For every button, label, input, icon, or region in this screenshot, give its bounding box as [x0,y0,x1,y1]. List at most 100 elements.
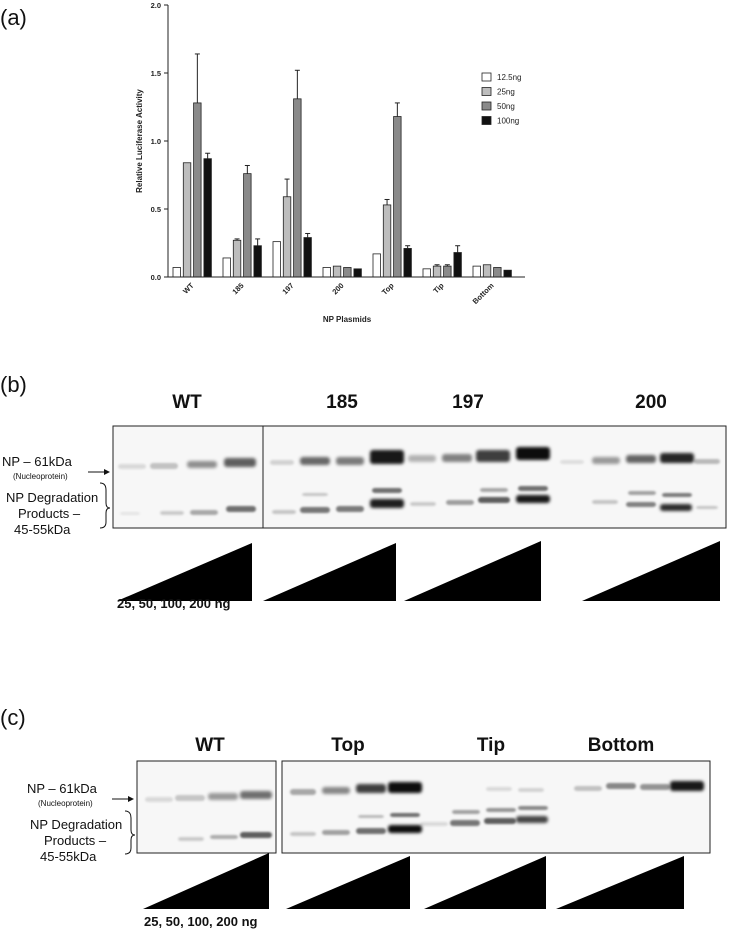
bar-bottom-50ng [493,267,502,278]
legend-swatch-100ng [481,116,492,125]
blot-c-header-top: Top [331,735,364,756]
blot-b-deg-label-2: Products – [18,506,81,521]
bar-185-12.5ng [222,257,231,278]
band [450,820,480,826]
dose-wedge [404,541,541,601]
bar-197-50ng [293,98,302,278]
band [390,813,420,817]
bar-200-25ng [332,265,342,278]
bar-bottom-12.5ng [472,265,481,278]
band [662,493,692,497]
blot-b-header-wt: WT [172,392,202,413]
band [160,511,184,515]
band [486,787,512,791]
blot-b-header-200: 200 [635,392,667,413]
blot-b-np-label: NP – 61kDa [2,454,73,469]
band [518,806,548,810]
band [175,795,205,801]
blot-b-dose-label: 25, 50, 100, 200 ng [117,596,231,611]
blot-c-membrane-wt [136,760,277,854]
dose-wedge [582,541,720,601]
band [452,810,480,814]
y-axis-title: Relative Luciferase Activity [135,89,144,193]
bar-top-12.5ng [372,253,381,278]
blot-c-header-tip: Tip [477,735,505,756]
bar-tip-25ng [432,265,442,278]
bar-wt-100ng [203,158,212,278]
blot-c-deg-label-1: NP Degradation [30,817,122,832]
bar-tip-12.5ng [422,268,431,278]
band [478,497,510,503]
band [226,506,256,512]
band [187,461,217,468]
blot-b-arrow-head-icon [104,469,110,475]
dose-wedge [556,856,684,909]
legend-label-25ng: 25ng [497,88,515,97]
band [356,784,386,793]
bar-185-100ng [253,245,262,278]
band [290,789,316,795]
blot-c-membrane-main [281,760,711,854]
y-tick-label: 1.5 [151,69,161,78]
legend-label-12.5ng: 12.5ng [497,73,521,82]
blot-c-headers: WT Top Tip Bottom [195,735,654,756]
band [240,791,272,799]
blot-b-bracket [99,482,111,529]
band [484,818,516,824]
band [696,506,718,509]
band [516,816,548,823]
panel-c-label: (c) [0,705,26,730]
blot-c-arrow-head-icon [128,796,134,802]
band [322,787,350,794]
x-tick-label: 197 [280,281,295,296]
blot-c-np-sublabel: (Nucleoprotein) [38,799,93,808]
dose-wedge [263,543,396,601]
bar-tip-50ng [443,265,452,278]
legend-swatch-50ng [481,101,492,111]
panel-b-label: (b) [0,372,27,397]
bar-tip-100ng [453,252,462,278]
band [210,835,238,839]
band [476,450,510,462]
band [150,463,178,469]
bar-200-100ng [353,268,362,278]
blot-b-np-sublabel: (Nucleoprotein) [13,472,68,481]
x-tick-label: WT [181,281,196,296]
band [224,458,256,467]
band [660,453,694,463]
bar-bottom-100ng [503,269,512,278]
bar-chart: 0.00.51.01.52.0 WT 185 197 200 Top Tip Bottom … [135,1,525,324]
band [145,797,173,802]
bar-wt-25ng [182,162,192,278]
band [208,793,238,800]
bars-group [172,98,512,278]
band [370,499,404,508]
band [516,495,550,503]
band [410,502,436,506]
legend: 12.5ng 25ng 50ng 100ng [481,72,521,126]
blot-c-deg-label-3: 45-55kDa [40,849,97,864]
band [442,454,472,462]
blot-b-header-197: 197 [452,392,484,413]
band [420,822,448,826]
band [480,488,508,492]
bar-200-50ng [343,267,352,278]
band [190,510,218,515]
bar-197-25ng [282,196,292,278]
band [592,457,620,464]
blot-b-header-185: 185 [326,392,358,413]
band [356,828,386,834]
bar-top-50ng [393,116,402,278]
legend-label-50ng: 50ng [497,102,515,111]
bar-bottom-25ng [482,264,492,278]
bar-200-12.5ng [322,267,331,278]
band [272,510,296,514]
band [516,447,550,460]
blot-c-np-label: NP – 61kDa [27,781,98,796]
x-ticks-group: WT 185 197 200 Top Tip Bottom [181,281,496,306]
band [606,783,636,789]
band [518,788,544,792]
band [592,500,618,504]
band [120,512,140,515]
